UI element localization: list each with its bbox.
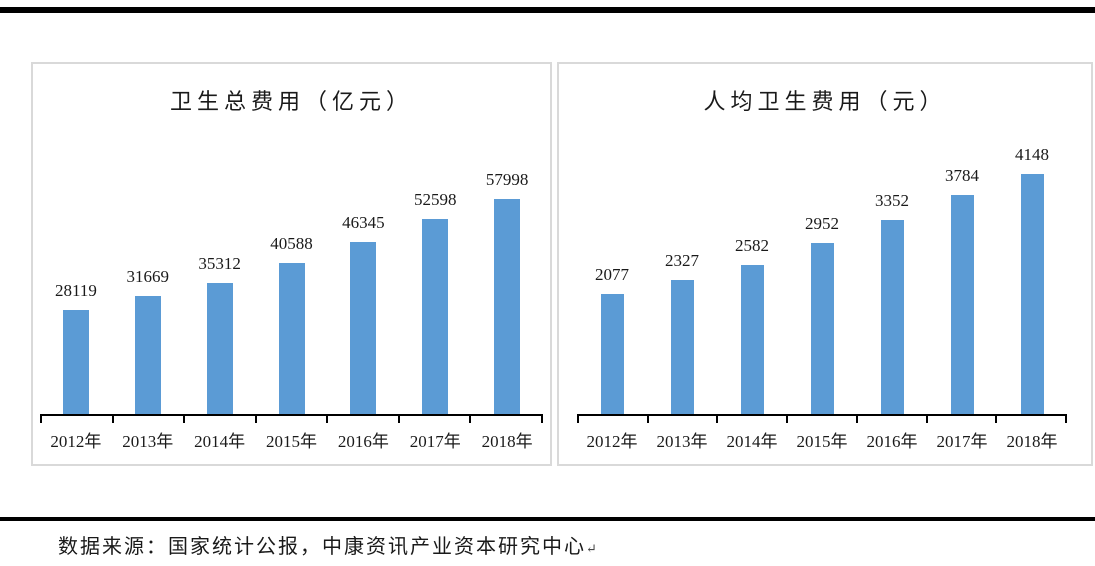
bar [278, 263, 305, 414]
axis-tick-cell [925, 416, 996, 423]
category-label: 2015年 [796, 432, 848, 451]
bar [350, 242, 377, 414]
bar [422, 219, 449, 414]
bar [62, 310, 89, 414]
axis-tick-cell [183, 416, 255, 423]
bar-value-label: 2327 [665, 251, 699, 270]
axis-tick-cell [577, 416, 647, 423]
bar-value-label: 31669 [126, 267, 170, 286]
category-label: 2018年 [481, 432, 533, 451]
category-label: 2014年 [194, 432, 246, 451]
bar-value-label: 57998 [485, 170, 529, 189]
bar-column: 3352 [857, 191, 927, 414]
category-labels: 2012年 2013年 2014年 2015年 2016年 2017年 2018年 [577, 427, 1067, 464]
data-source-text: 数据来源：国家统计公报，中康资讯产业资本研究中心 [58, 536, 586, 558]
category-label: 2014年 [726, 432, 778, 451]
bar [206, 283, 233, 414]
axis-tick-cell [716, 416, 786, 423]
bottom-horizontal-rule [0, 517, 1095, 521]
plot-area: 28119 31669 35312 40588 46345 52598 57998 2012… [33, 154, 550, 464]
bar-column: 28119 [40, 281, 112, 414]
bar-value-label: 4148 [1015, 145, 1049, 164]
bars-row: 28119 31669 35312 40588 46345 52598 57998 [40, 154, 543, 414]
bar-chart-panel-per-capita-health-expenditure: 人均卫生费用（元） 2077 2327 2582 2952 3352 3784 4148 2… [557, 62, 1093, 466]
bar-column: 2952 [787, 214, 857, 414]
bar [810, 243, 834, 414]
bar-value-label: 2582 [735, 236, 769, 255]
bar-column: 2327 [647, 251, 717, 414]
category-label: 2017年 [409, 432, 461, 451]
bar-column: 3784 [927, 166, 997, 414]
category-labels: 2012年 2013年 2014年 2015年 2016年 2017年 2018年 [40, 427, 543, 464]
bar-value-label: 35312 [198, 254, 241, 273]
chart-title: 人均卫生费用（元） [703, 89, 947, 114]
bars-row: 2077 2327 2582 2952 3352 3784 4148 [577, 145, 1067, 414]
bar-value-label: 3352 [875, 191, 909, 210]
axis-tick-cell [646, 416, 717, 423]
axis-tick-cell [40, 416, 112, 423]
axis-tick-cell [469, 416, 544, 423]
category-label: 2013年 [122, 432, 174, 451]
bar [670, 280, 694, 414]
charts-container: 卫生总费用（亿元） 28119 31669 35312 40588 46345 52598… [31, 62, 1093, 466]
bar-value-label: 2952 [805, 214, 839, 233]
bar-value-label: 52598 [413, 190, 457, 209]
category-label: 2018年 [1006, 432, 1058, 451]
bar [740, 265, 764, 414]
category-label: 2015年 [266, 432, 317, 451]
x-axis [40, 414, 544, 423]
category-label: 2012年 [50, 432, 102, 451]
axis-tick-cell [254, 416, 327, 423]
category-label: 2016年 [866, 432, 918, 451]
bar [1020, 174, 1044, 414]
axis-tick-cell [111, 416, 184, 423]
bar-column: 2077 [577, 265, 647, 414]
bar-column: 4148 [997, 145, 1067, 414]
data-source-note: 数据来源：国家统计公报，中康资讯产业资本研究中心↵ [58, 530, 1095, 559]
plot-area: 2077 2327 2582 2952 3352 3784 4148 2012年 2013年 2… [559, 145, 1091, 464]
bar-chart-panel-total-health-expenditure: 卫生总费用（亿元） 28119 31669 35312 40588 46345 52598… [31, 62, 552, 466]
bar-column: 35312 [184, 254, 256, 414]
bar-column: 40588 [256, 234, 328, 414]
axis-tick-cell [326, 416, 398, 423]
category-label: 2016年 [337, 432, 389, 451]
axis-tick-cell [397, 416, 470, 423]
bar [600, 294, 624, 414]
category-label: 2017年 [936, 432, 988, 451]
bar [880, 220, 904, 414]
bar-value-label: 40588 [270, 234, 313, 253]
paragraph-mark-icon: ↵ [586, 541, 597, 556]
bar-column: 31669 [112, 267, 184, 414]
bar-column: 57998 [471, 170, 543, 414]
bar-column: 2582 [717, 236, 787, 414]
bar-value-label: 28119 [54, 281, 97, 300]
bar [134, 296, 161, 414]
bar-column: 46345 [327, 213, 399, 414]
chart-title: 卫生总费用（亿元） [169, 89, 413, 114]
bar-value-label: 3784 [945, 166, 979, 185]
axis-tick-cell [995, 416, 1068, 423]
top-horizontal-rule [0, 7, 1095, 13]
bar-value-label: 46345 [342, 213, 385, 232]
category-label: 2013年 [656, 432, 708, 451]
bar [950, 195, 974, 414]
bar-column: 52598 [399, 190, 471, 414]
axis-tick-cell [855, 416, 926, 423]
x-axis [577, 414, 1068, 423]
bar [494, 199, 521, 414]
bar-value-label: 2077 [595, 265, 629, 284]
axis-tick-cell [786, 416, 856, 423]
category-label: 2012年 [586, 432, 638, 451]
